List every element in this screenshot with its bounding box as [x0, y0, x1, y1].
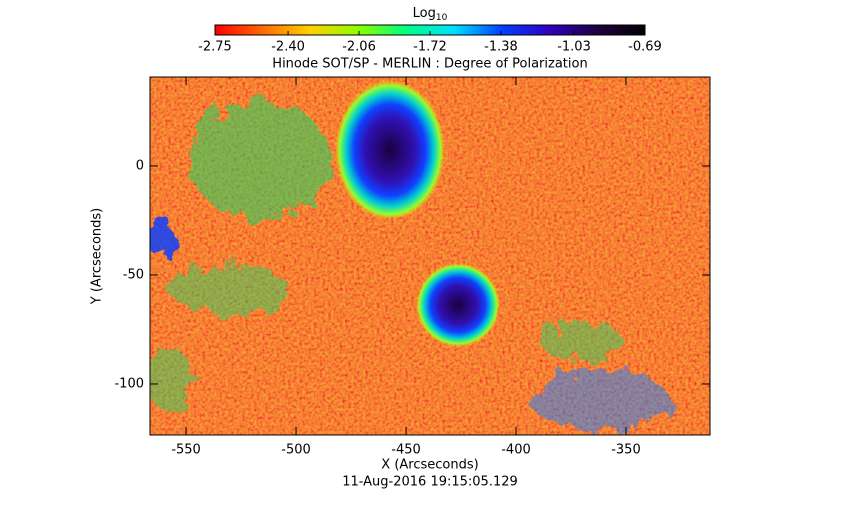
x-tick-label: -500 [281, 443, 311, 458]
colorbar-title-base: Log [413, 6, 436, 21]
colorbar-tick-label: -2.75 [198, 40, 232, 55]
colorbar-tick-label: -0.69 [628, 40, 662, 55]
chart-title: Hinode SOT/SP - MERLIN : Degree of Polar… [272, 57, 587, 72]
x-tick-label: -550 [171, 443, 201, 458]
y-tick-label: -50 [123, 267, 144, 282]
y-tick-label: 0 [136, 158, 144, 173]
timestamp: 11-Aug-2016 19:15:05.129 [342, 475, 518, 490]
x-axis-label: X (Arcseconds) [381, 458, 478, 473]
x-tick-label: -400 [501, 443, 531, 458]
y-tick-label: -100 [114, 376, 144, 391]
colorbar-title-subscript: 10 [436, 13, 448, 23]
x-tick-label: -450 [391, 443, 421, 458]
colorbar-tick-label: -2.06 [342, 40, 376, 55]
solar-image [150, 77, 710, 435]
colorbar-tick-label: -1.03 [557, 40, 591, 55]
colorbar-tick-label: -2.40 [271, 40, 305, 55]
colorbar: Log10 [214, 6, 646, 36]
plot-frame [149, 76, 711, 436]
y-axis-label: Y (Arcseconds) [90, 208, 105, 305]
colorbar-tick-label: -1.38 [484, 40, 518, 55]
colorbar-title: Log10 [413, 6, 448, 23]
x-tick-label: -350 [611, 443, 641, 458]
colorbar-tick-label: -1.72 [413, 40, 447, 55]
